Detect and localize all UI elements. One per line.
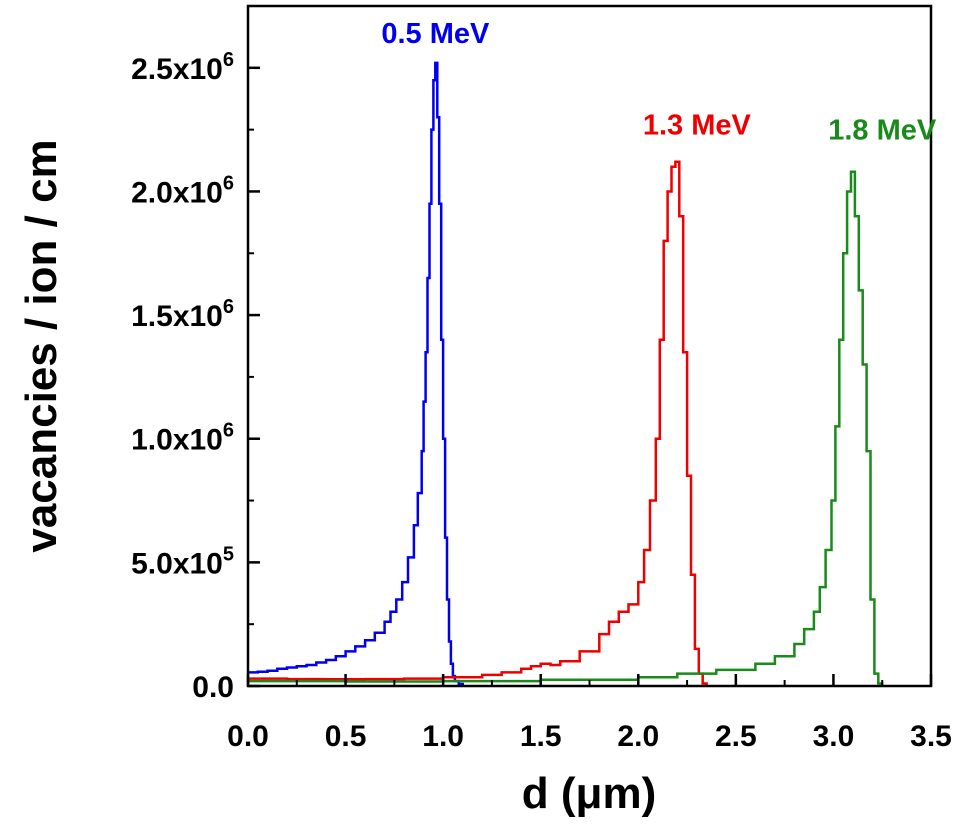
x-tick-label: 1.0 — [422, 720, 464, 753]
x-tick-label: 3.5 — [910, 720, 952, 753]
y-tick-label: 1.0x106 — [131, 420, 234, 457]
series-line-2 — [248, 170, 884, 686]
x-tick-label: 3.0 — [813, 720, 855, 753]
labels-layer: 0.0 0.5 1.0 1.5 2.0 2.5 3.0 3.5 0.0 5.0x105 1.0x10… — [131, 18, 952, 753]
plot-frame — [246, 4, 933, 688]
y-tick-label: 2.5x106 — [131, 49, 234, 86]
series-line-1 — [248, 160, 708, 686]
series-line-0 — [248, 61, 464, 686]
x-tick-label: 0.0 — [227, 720, 269, 753]
x-tick-label: 1.5 — [520, 720, 562, 753]
series-layer — [248, 61, 884, 686]
y-tick-label: 2.0x106 — [131, 172, 234, 209]
y-tick-label: 0.0 — [192, 671, 234, 704]
y-tick-label: 5.0x105 — [131, 543, 234, 580]
x-tick-label: 2.5 — [715, 720, 757, 753]
y-axis-title: vacancies / ion / cm — [17, 139, 66, 552]
ticks-layer — [246, 66, 933, 688]
series-label-2: 1.8 MeV — [828, 115, 937, 147]
series-label-0: 0.5 MeV — [381, 18, 490, 50]
series-label-1: 1.3 MeV — [643, 110, 752, 142]
y-tick-label: 1.5x106 — [131, 296, 234, 333]
x-axis-title: d (μm) — [522, 769, 656, 818]
x-tick-label: 2.0 — [617, 720, 659, 753]
x-tick-label: 0.5 — [325, 720, 367, 753]
